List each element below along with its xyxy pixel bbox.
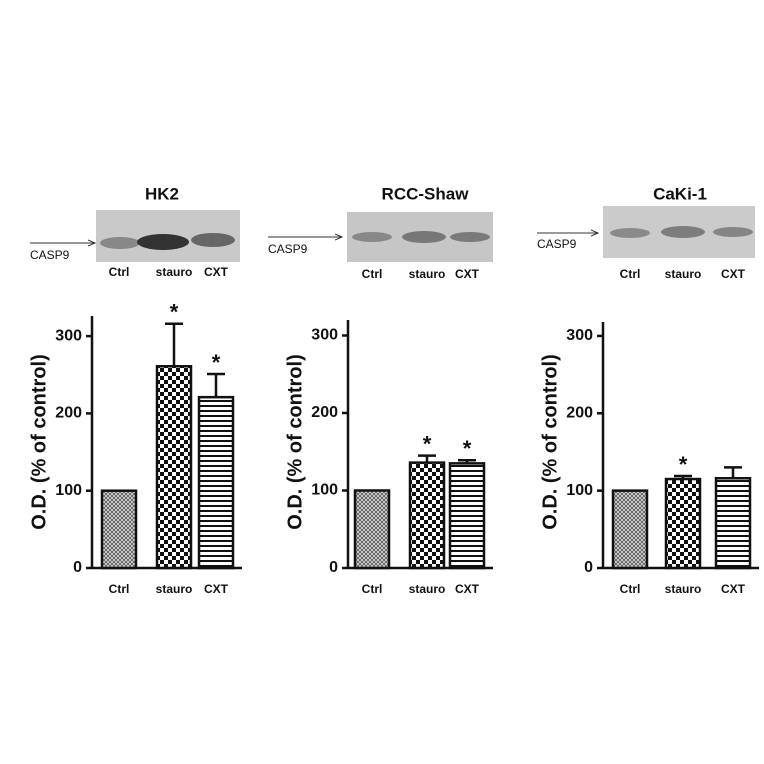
bar [714,477,752,570]
lane-label: stauro [409,267,446,281]
y-tick-label: 300 [566,327,593,344]
lane-label: CXT [455,267,480,281]
x-tick-label: Ctrl [362,582,383,596]
y-axis-label: O.D. (% of control) [539,354,561,530]
y-tick-label: 200 [311,404,338,421]
bar [664,477,702,570]
lane-label: stauro [156,265,193,279]
y-tick-label: 0 [329,559,338,576]
lane-label: CXT [204,265,229,279]
y-tick-label: 200 [55,405,82,422]
y-tick-label: 100 [311,482,338,499]
significance-marker: * [170,300,179,325]
lane-label: Ctrl [362,267,383,281]
chart-title: HK2 [145,184,179,203]
chart-title: RCC-Shaw [382,184,470,203]
bar [353,489,391,570]
lane-label: Ctrl [620,267,641,281]
y-tick-label: 300 [311,327,338,344]
blot-label: CASP9 [537,237,577,251]
x-tick-label: CXT [455,582,480,596]
y-tick-label: 0 [73,559,82,576]
lane-label: Ctrl [109,265,130,279]
significance-marker: * [423,431,432,456]
x-tick-label: stauro [665,582,702,596]
x-tick-label: CXT [721,582,746,596]
y-tick-label: 100 [55,482,82,499]
blot-label: CASP9 [30,248,70,262]
lane-label: stauro [665,267,702,281]
x-tick-label: CXT [204,582,229,596]
bar [611,489,649,570]
y-tick-label: 100 [566,482,593,499]
x-tick-label: stauro [409,582,446,596]
bar [197,395,235,570]
bar [408,461,446,570]
blot [96,210,240,262]
significance-marker: * [212,350,221,375]
y-axis-label: O.D. (% of control) [284,354,306,530]
y-tick-label: 200 [566,405,593,422]
bar [100,489,138,570]
y-axis-label: O.D. (% of control) [28,354,50,530]
lane-label: CXT [721,267,746,281]
x-tick-label: stauro [156,582,193,596]
blot [603,206,755,258]
x-tick-label: Ctrl [620,582,641,596]
x-tick-label: Ctrl [109,582,130,596]
y-tick-label: 0 [584,559,593,576]
blot-label: CASP9 [268,242,308,256]
significance-marker: * [679,452,688,477]
bar [155,364,193,570]
y-tick-label: 300 [55,327,82,344]
bar [448,462,486,570]
blot [347,212,493,262]
chart-title: CaKi-1 [653,184,707,203]
significance-marker: * [463,436,472,461]
